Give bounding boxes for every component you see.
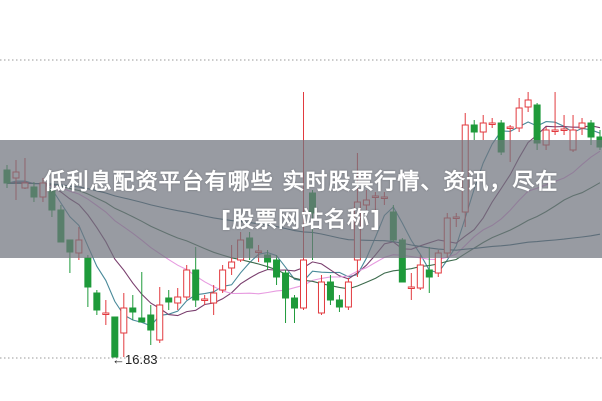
candle-down [93, 292, 101, 311]
candle-down [84, 257, 92, 288]
candle-down [425, 269, 433, 278]
candle-up [407, 286, 415, 289]
candle-up [102, 312, 110, 315]
candle-down [129, 307, 137, 313]
candle-down [470, 124, 478, 133]
candle-up [228, 261, 236, 269]
candle-up [219, 269, 227, 291]
candle-down [587, 122, 595, 138]
candle-up [524, 99, 532, 108]
candle-up [515, 107, 523, 129]
candle-down [111, 316, 119, 358]
low-price-label: ←16.83 [112, 352, 158, 367]
title-banner: 低利息配资平台有哪些 实时股票行情、资讯，尽在 [股票网站名称] [0, 140, 602, 258]
candle-up [560, 128, 568, 131]
candle-up [479, 122, 487, 133]
candle-down [138, 317, 146, 323]
candle-up [317, 281, 325, 314]
title-line-2: [股票网站名称] [220, 208, 382, 233]
title-line-1: 低利息配资平台有哪些 实时股票行情、资讯，尽在 [43, 170, 559, 195]
candle-up [551, 129, 559, 132]
candle-down [165, 297, 173, 303]
candle-up [156, 304, 164, 341]
candle-down [335, 299, 343, 308]
candle-up [344, 281, 352, 308]
candle-down [326, 281, 334, 301]
candle-down [192, 269, 200, 301]
candle-up [210, 292, 218, 304]
candle-down [291, 297, 299, 309]
candle-down [273, 259, 281, 278]
candle-up [416, 264, 424, 289]
candle-up [174, 296, 182, 304]
candle-up [300, 259, 307, 309]
candle-down [147, 314, 155, 331]
candle-down [533, 104, 541, 144]
candle-up [488, 122, 496, 125]
candle-up [506, 126, 514, 129]
candle-up [578, 122, 586, 129]
candle-up [120, 307, 128, 334]
candle-up [183, 269, 191, 298]
candle-up [201, 298, 209, 301]
candle-down [282, 272, 290, 299]
